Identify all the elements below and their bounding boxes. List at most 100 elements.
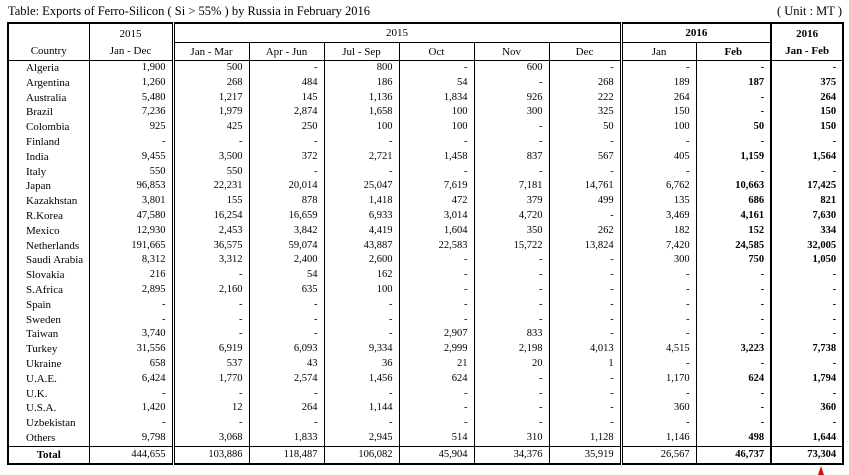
value-cell: -	[473, 401, 550, 417]
value-cell: 12	[171, 401, 250, 417]
value-cell: 1,260	[88, 75, 174, 91]
value-cell: -	[619, 327, 697, 343]
table-row: Australia 5,480 1,217 145 1,136 1,834 926 222 26…	[7, 90, 844, 106]
value-cell: 1,770	[171, 371, 250, 387]
value-cell: -	[473, 416, 550, 431]
value-cell: 155	[171, 194, 250, 209]
value-cell: 6,933	[323, 208, 400, 224]
value-cell: -	[473, 75, 550, 91]
value-cell: 1,794	[770, 371, 844, 387]
country-cell: U.A.E.	[7, 371, 90, 387]
table-row: Colombia 925 425 250 100 100-50 100 50 150	[7, 120, 844, 135]
value-cell: 15,722	[473, 238, 550, 254]
value-cell: 300	[473, 105, 550, 121]
value-cell: 7,181	[473, 179, 550, 195]
value-cell: 50	[695, 120, 772, 135]
column-header-apr-jun: Apr - Jun	[248, 42, 325, 61]
value-cell: -	[770, 164, 844, 180]
table-row: Turkey 31,556 6,919 6,093 9,334 2,999 2,198 4,0…	[7, 342, 844, 357]
column-header-nov: Nov	[473, 42, 550, 61]
value-cell: -	[548, 134, 622, 150]
year-2016-label: 2016	[796, 27, 819, 40]
value-cell: -	[548, 164, 622, 180]
value-cell: 9,455	[88, 149, 174, 165]
value-cell: 1,456	[323, 371, 400, 387]
value-cell: 31,556	[88, 342, 174, 357]
value-cell: -	[88, 134, 174, 150]
country-cell: Australia	[7, 90, 90, 106]
country-cell: Others	[7, 430, 90, 447]
value-cell: -	[88, 312, 174, 328]
value-cell: -	[619, 60, 697, 76]
value-cell: -	[398, 60, 475, 76]
value-cell: -	[619, 312, 697, 328]
value-cell: 484	[248, 75, 325, 91]
total-row: Total 444,655 103,886 118,487 106,082 45,904 3…	[7, 445, 844, 464]
table-row: Slovakia 216-54 162- - - - - -	[7, 268, 844, 283]
table-row: Sweden - - - - - - - - - -	[7, 312, 844, 328]
value-cell: 3,801	[88, 194, 174, 209]
value-cell: 1,418	[323, 194, 400, 209]
value-cell: 624	[695, 371, 772, 387]
value-cell: -	[770, 268, 844, 283]
value-cell: -	[398, 134, 475, 150]
value-cell: 1,144	[323, 401, 400, 417]
country-cell: U.S.A.	[7, 401, 90, 417]
column-header-2015-jandec: 2015 Jan - Dec	[88, 22, 174, 61]
value-cell: 24,585	[695, 238, 772, 254]
value-cell: 7,619	[398, 179, 475, 195]
value-cell: 10,663	[695, 179, 772, 195]
value-cell: 1,217	[171, 90, 250, 106]
value-cell: 150	[619, 105, 697, 121]
value-cell: 20,014	[248, 179, 325, 195]
value-cell: -	[548, 253, 622, 269]
country-cell: Finland	[7, 134, 90, 150]
country-cell: Sweden	[7, 312, 90, 328]
value-cell: 6,424	[88, 371, 174, 387]
country-cell: Japan	[7, 179, 90, 195]
value-cell: 2,721	[323, 149, 400, 165]
value-cell: 2,160	[171, 282, 250, 298]
value-cell: -	[695, 297, 772, 313]
value-cell: -	[619, 416, 697, 431]
table-row: Taiwan 3,740- - -2,907 833- - - -	[7, 327, 844, 343]
value-cell: -	[473, 371, 550, 387]
value-cell: 2,907	[398, 327, 475, 343]
value-cell: 3,014	[398, 208, 475, 224]
table-body: Algeria 1,900 500-800-600- - - - Argentina 1,26…	[7, 60, 844, 464]
table-row: Japan 96,853 22,231 20,014 25,047 7,619 7,181 1…	[7, 179, 844, 195]
value-cell: -	[171, 312, 250, 328]
value-cell: 2,999	[398, 342, 475, 357]
value-cell: 1,128	[548, 430, 622, 447]
value-cell: 21	[398, 356, 475, 372]
value-cell: 6,093	[248, 342, 325, 357]
value-cell: 54	[398, 75, 475, 91]
value-cell: 106,082	[323, 445, 400, 464]
value-cell: -	[171, 134, 250, 150]
value-cell: -	[619, 386, 697, 402]
value-cell: -	[323, 416, 400, 431]
value-cell: 2,453	[171, 223, 250, 239]
value-cell: -	[398, 253, 475, 269]
value-cell: -	[619, 134, 697, 150]
value-cell: 878	[248, 194, 325, 209]
value-cell: 2,895	[88, 282, 174, 298]
table-row: R.Korea 47,580 16,254 16,659 6,933 3,014 4,720…	[7, 208, 844, 224]
table-row: Ukraine 658 537 43 36 21 20 1- - -	[7, 356, 844, 372]
value-cell: -	[248, 164, 325, 180]
value-cell: -	[548, 401, 622, 417]
value-cell: 658	[88, 356, 174, 372]
country-cell: Spain	[7, 297, 90, 313]
table-row: Netherlands 191,665 36,575 59,074 43,887 22,5…	[7, 238, 844, 254]
group-header-2016: 2016	[619, 22, 772, 43]
value-cell: -	[695, 386, 772, 402]
value-cell: 3,068	[171, 430, 250, 447]
country-cell: Slovakia	[7, 268, 90, 283]
value-cell: 182	[619, 223, 697, 239]
value-cell: 1,604	[398, 223, 475, 239]
table-row: Brazil 7,236 1,979 2,874 1,658 100 300 325 150-1…	[7, 105, 844, 121]
value-cell: 1,564	[770, 149, 844, 165]
range-janfeb-label: Jan - Feb	[785, 44, 830, 57]
country-cell: Uzbekistan	[7, 416, 90, 431]
value-cell: -	[548, 297, 622, 313]
